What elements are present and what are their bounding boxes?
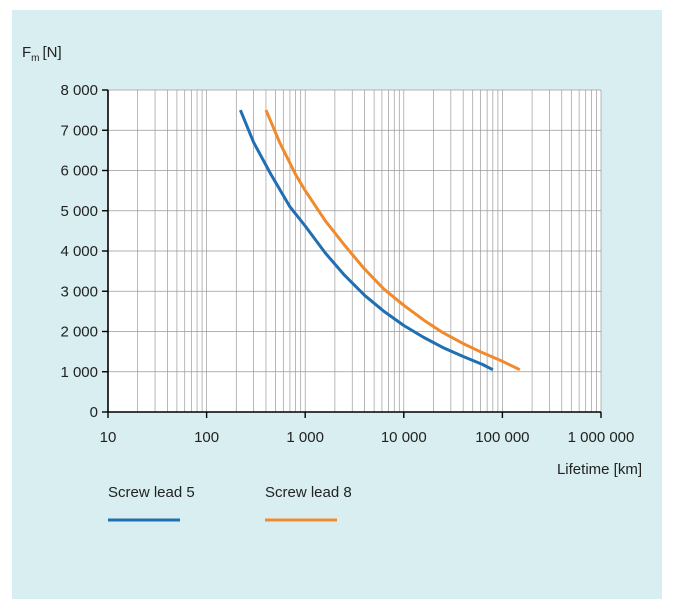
- y-axis-subscript: m: [31, 53, 39, 64]
- series-lines: [239, 109, 521, 372]
- series-line-lead8: [264, 109, 521, 372]
- legend-label-lead8: Screw lead 8: [265, 484, 352, 501]
- y-axis-symbol: F: [22, 44, 31, 61]
- y-tick-label: 4 000: [60, 243, 98, 260]
- x-tick-label: 10: [100, 429, 117, 446]
- x-tick-label: 100 000: [475, 429, 529, 446]
- y-tick-label: 5 000: [60, 203, 98, 220]
- series-line-lead5: [239, 109, 494, 372]
- y-axis-title: Fm [N]: [22, 44, 62, 64]
- y-tick-label: 7 000: [60, 122, 98, 139]
- x-tick-label: 10 000: [381, 429, 427, 446]
- y-tick-label: 6 000: [60, 163, 98, 180]
- x-tick-label: 100: [194, 429, 219, 446]
- grid: [108, 89, 602, 412]
- y-tick-label: 0: [90, 404, 98, 421]
- y-axis-ticks: 0 1 000 2 000 3 000 4 000 5 000 6 000 7 000 8 00…: [60, 82, 108, 421]
- y-tick-label: 8 000: [60, 82, 98, 99]
- x-axis-title: Lifetime [km]: [557, 461, 642, 478]
- legend: Screw lead 5 Screw lead 8: [108, 484, 352, 522]
- y-tick-label: 3 000: [60, 283, 98, 300]
- y-tick-label: 1 000: [60, 364, 98, 381]
- x-axis-ticks: 10 100 1 000 10 000 100 000 1 000 000: [100, 412, 635, 446]
- lifetime-chart: 0 1 000 2 000 3 000 4 000 5 000 6 000 7 000 8 00…: [12, 10, 662, 599]
- x-tick-label: 1 000 000: [568, 429, 635, 446]
- y-axis-unit: [N]: [43, 44, 62, 61]
- x-tick-label: 1 000: [286, 429, 324, 446]
- y-tick-label: 2 000: [60, 324, 98, 341]
- chart-panel: 0 1 000 2 000 3 000 4 000 5 000 6 000 7 000 8 00…: [12, 10, 662, 599]
- legend-label-lead5: Screw lead 5: [108, 484, 195, 501]
